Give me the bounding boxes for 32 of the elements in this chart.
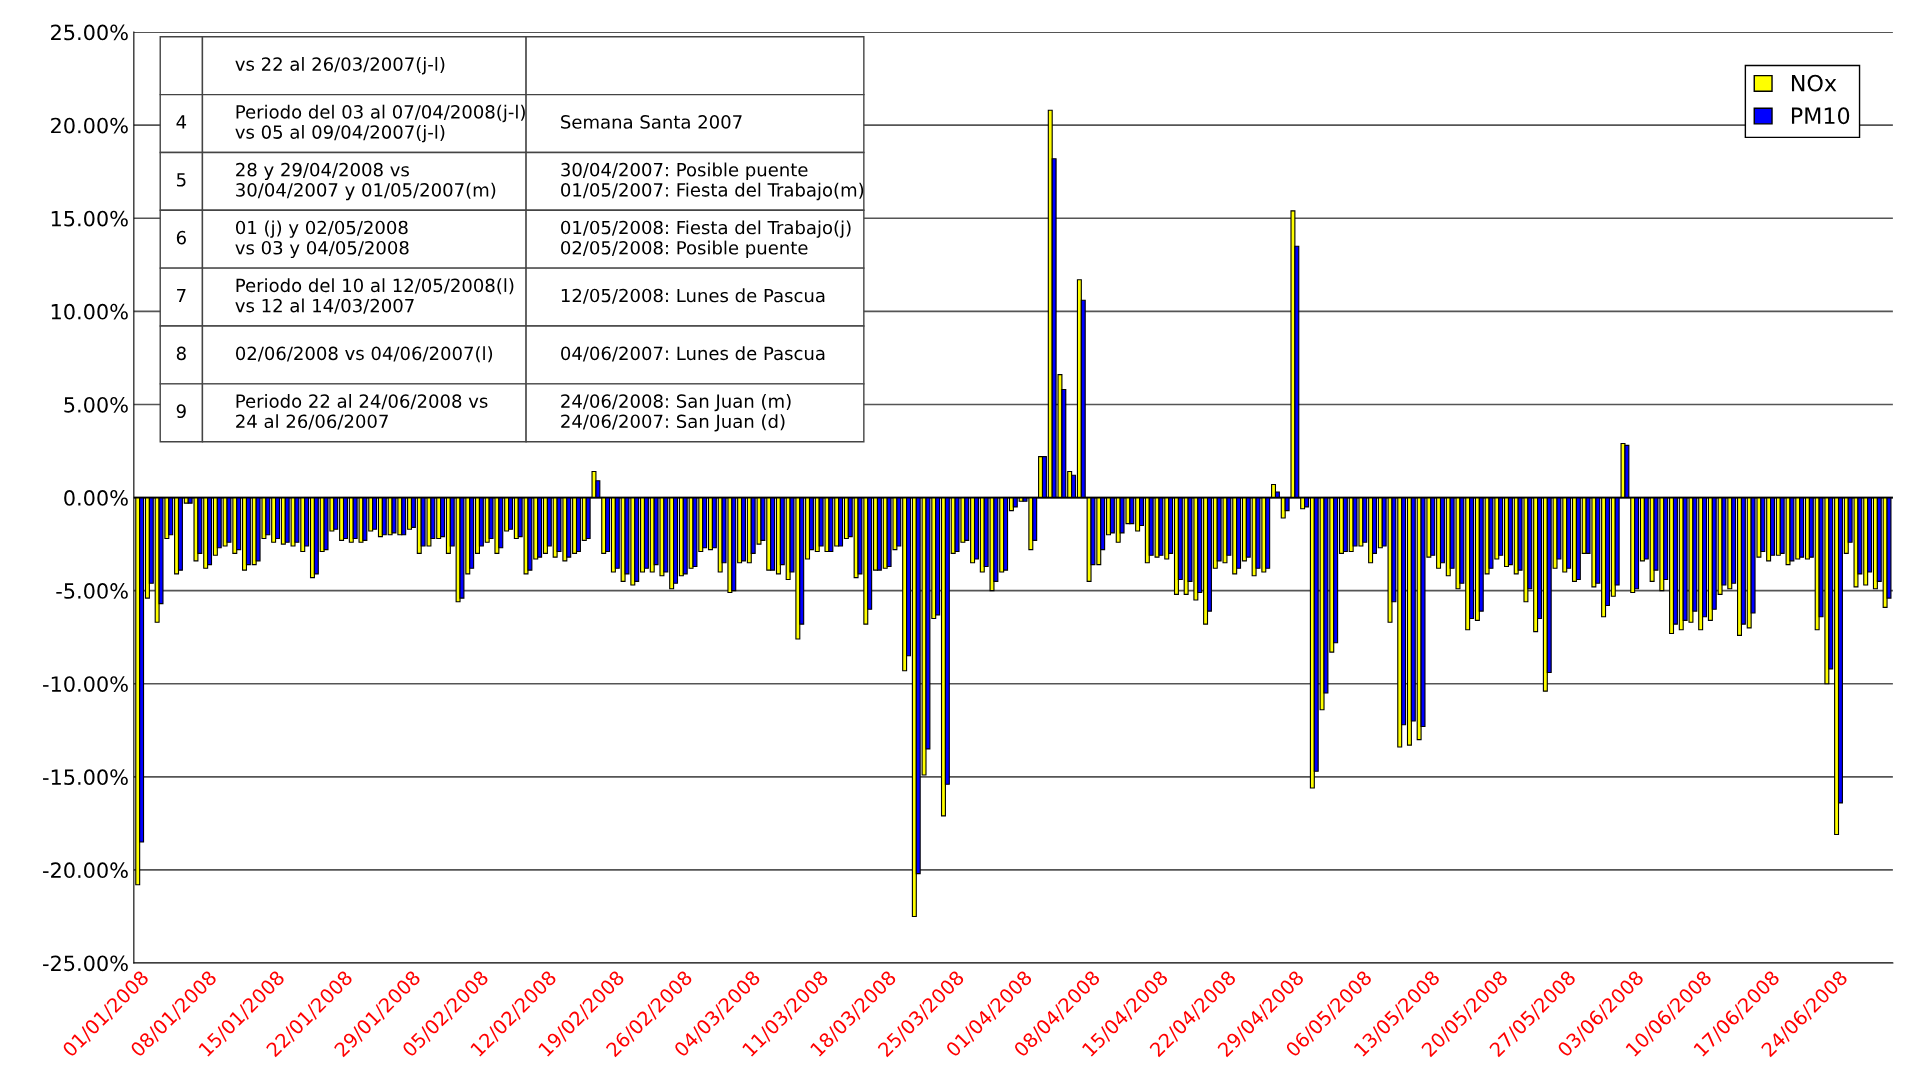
annotation: Periodo del 10 al 12/05/2008(l) vs 12 al 14/03/2007 [235,278,514,314]
y-tick-label: -20.00% [43,862,128,879]
annotation: Semana Santa 2007 [561,115,742,129]
annotation: 8 [176,346,186,361]
annotation: 9 [176,404,186,419]
y-tick-label: -25.00% [43,955,128,972]
annotation: 04/06/2007: Lunes de Pascua [561,346,825,362]
y-tick-label: 5.00% [64,396,128,413]
annotation: 4 [176,115,187,129]
annotation: 01/05/2008: Fiesta del Trabajo(j) 02/05/2008: Posible puente [561,220,851,259]
y-tick-label: -15.00% [43,769,128,786]
annotation: 24/06/2008: San Juan (m) 24/06/2007: San Juan (d) [561,393,791,432]
annotation: 7 [177,288,186,303]
annotation: vs 22 al 26/03/2007(j-l) [235,56,445,75]
y-tick-label: 10.00% [51,303,128,320]
annotation: 6 [176,230,186,245]
legend-label: PM10 [1791,107,1850,125]
y-tick-label: 0.00% [64,490,128,506]
annotation: Periodo 22 al 24/06/2008 vs 24 al 26/06/2007 [236,393,488,430]
annotation: 02/06/2008 vs 04/06/2007(l) [236,346,493,363]
y-tick-label: -10.00% [43,676,128,692]
annotation: 5 [176,173,186,187]
annotation: 01 (j) y 02/05/2008 vs 03 y 04/05/2008 [235,220,409,259]
annotation: 28 y 29/04/2008 vs 30/04/2007 y 01/05/2007(m) [236,162,496,201]
annotation: 30/04/2007: Posible puente 01/05/2007: Fiesta del Trabajo(m) [561,162,864,201]
y-tick-label: 25.00% [51,24,128,41]
y-tick-label: -5.00% [56,583,128,599]
y-tick-label: 15.00% [51,210,128,227]
annotation: 12/05/2008: Lunes de Pascua [561,288,825,304]
y-tick-label: 20.00% [51,117,128,134]
annotation: Periodo del 03 al 07/04/2008(j-l) vs 05 al 09/04/2007(j-l) [235,104,525,143]
legend-label: NOx [1791,74,1837,92]
